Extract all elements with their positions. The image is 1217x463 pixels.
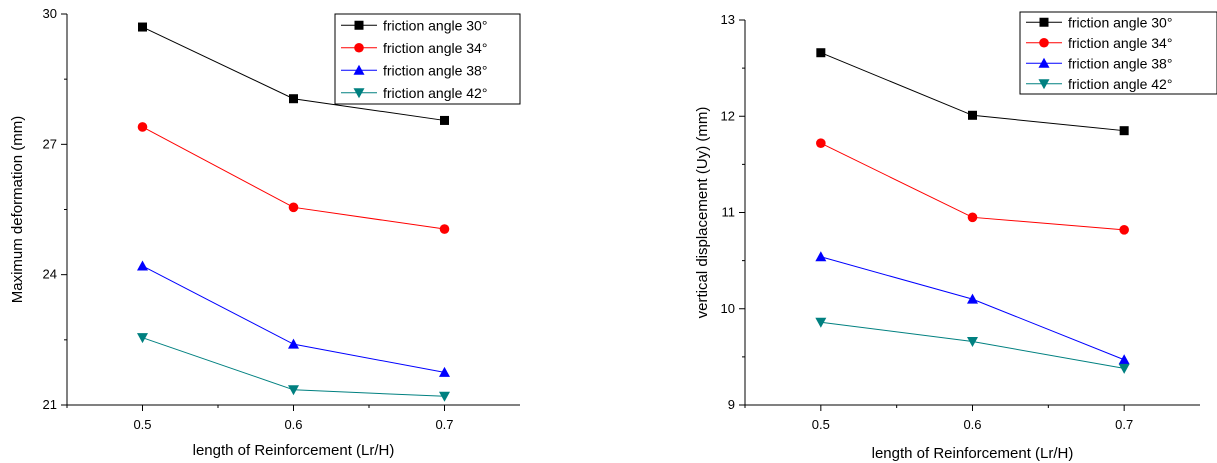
legend-label: friction angle 30° (383, 17, 487, 33)
series-3 (137, 260, 450, 377)
y-tick-label: 11 (722, 205, 736, 220)
legend-marker (1038, 79, 1050, 90)
series-4 (815, 317, 1130, 374)
x-tick-label: 0.5 (812, 417, 830, 432)
data-point (816, 138, 826, 148)
legend-label: friction angle 34° (383, 40, 487, 56)
data-point (288, 202, 299, 213)
data-point (137, 333, 148, 344)
data-point (967, 293, 978, 304)
data-point (815, 251, 827, 262)
series-1 (138, 22, 449, 125)
y-axis-title: vertical displacement (Uy) (mm) (694, 107, 711, 319)
data-point (815, 317, 827, 328)
legend-item: friction angle 30° (1026, 14, 1172, 30)
x-tick-label: 0.6 (284, 417, 302, 432)
x-tick-label: 0.5 (133, 417, 151, 432)
series-3 (815, 251, 1130, 365)
data-point (1119, 126, 1129, 136)
legend-item: friction angle 38° (1026, 55, 1172, 71)
legend-box (1019, 11, 1217, 95)
data-point (289, 94, 298, 104)
legend-item: friction angle 42° (1026, 76, 1172, 92)
y-tick-label: 30 (43, 6, 57, 21)
legend-label: friction angle 38° (1068, 55, 1172, 71)
legend-marker (353, 64, 365, 75)
x-tick-label: 0.7 (435, 417, 453, 432)
series-line (142, 126, 445, 230)
legend-item: friction angle 34° (341, 40, 487, 56)
data-point (1119, 225, 1129, 235)
legend-marker (353, 88, 365, 99)
chart-2: 9 10 11 12 13 0.5 0.6 0.7 length of Reinforcemen… (694, 11, 1217, 462)
series-2 (816, 138, 1129, 235)
y-tick-label: 24 (43, 267, 57, 282)
legend-item: friction angle 30° (341, 17, 487, 33)
legend-item: friction angle 42° (341, 85, 487, 101)
legend: friction angle 30° friction angle 34° fric… (334, 13, 521, 105)
data-point (288, 338, 299, 349)
legend-item: friction angle 38° (341, 62, 487, 78)
y-tick-label: 13 (721, 12, 735, 27)
legend-label: friction angle 42° (1068, 76, 1172, 92)
series-2 (137, 122, 450, 234)
legend-label: friction angle 34° (1068, 35, 1172, 51)
legend-marker (1039, 37, 1049, 48)
legend-item: friction angle 34° (1026, 35, 1172, 51)
y-tick-label: 12 (721, 108, 735, 123)
data-point (1118, 354, 1130, 365)
data-point (288, 385, 299, 396)
data-point (440, 115, 449, 125)
legend-marker (1038, 57, 1050, 68)
series-4 (137, 333, 450, 402)
legend-label: friction angle 30° (1068, 14, 1172, 30)
data-point (137, 122, 148, 132)
data-point (967, 336, 978, 347)
chart-1: 21 24 27 30 0.5 0.6 0.7 length of Reinforcement… (9, 6, 521, 459)
data-point (1118, 363, 1130, 374)
legend-label: friction angle 38° (383, 62, 487, 78)
y-axis-title: Maximum deformation (mm) (9, 116, 26, 304)
legend-marker (354, 20, 364, 30)
data-point (138, 22, 147, 32)
data-point (439, 366, 450, 377)
legend-marker (1039, 17, 1049, 27)
legend-marker (354, 42, 364, 53)
x-axis-title: length of Reinforcement (Lr/H) (193, 442, 395, 459)
data-point (816, 48, 826, 58)
x-tick-label: 0.6 (963, 417, 981, 432)
y-tick-label: 9 (728, 397, 735, 412)
data-point (137, 260, 148, 271)
legend: friction angle 30° friction angle 34° fric… (1019, 11, 1217, 95)
y-tick-label: 27 (43, 136, 57, 151)
legend-label: friction angle 42° (383, 85, 487, 101)
data-point (439, 391, 450, 402)
data-point (968, 110, 977, 120)
y-tick-label: 10 (721, 301, 735, 316)
data-point (967, 212, 978, 223)
x-axis-title: length of Reinforcement (Lr/H) (872, 445, 1074, 462)
y-tick-label: 21 (43, 397, 57, 412)
x-tick-label: 0.7 (1115, 417, 1133, 432)
series-line (142, 265, 445, 373)
legend-box (334, 13, 521, 105)
series-1 (816, 48, 1129, 136)
data-point (439, 224, 450, 234)
